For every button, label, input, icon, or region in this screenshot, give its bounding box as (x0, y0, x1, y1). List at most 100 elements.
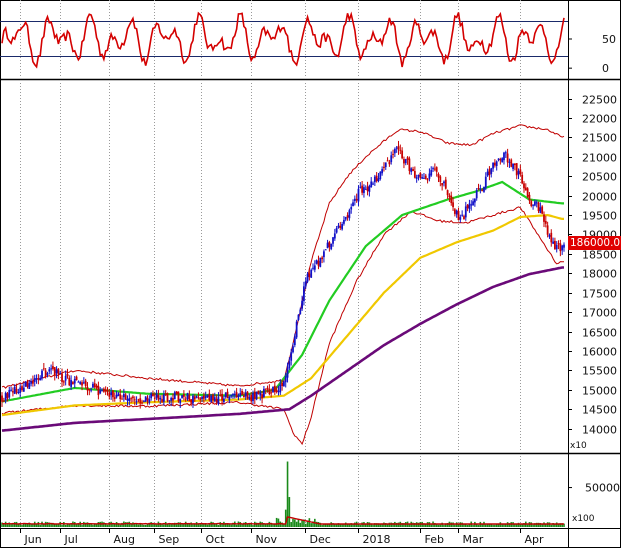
candle-body (290, 352, 293, 361)
candle-body (253, 391, 256, 399)
candle-body (332, 237, 334, 244)
month-label: Nov (256, 533, 278, 546)
candle-body (30, 381, 33, 384)
candle-body (501, 158, 504, 163)
candle-body (361, 185, 364, 193)
candle-body (546, 225, 549, 235)
candle-body (284, 376, 287, 383)
candle-body (373, 176, 376, 183)
candle-body (513, 163, 516, 166)
candle-body (179, 398, 182, 404)
candle-body (346, 215, 349, 218)
candle-body (273, 385, 276, 392)
price-tick-label: 20500 (582, 171, 617, 184)
candle-body (70, 380, 73, 387)
candle-body (55, 369, 58, 374)
candle-body (477, 188, 480, 190)
candle-body (255, 392, 258, 400)
candle-body (281, 382, 283, 386)
candle-body (481, 190, 484, 192)
candle-body (563, 244, 565, 248)
candle-body (395, 147, 398, 149)
candle-body (182, 394, 185, 397)
candle-body (448, 195, 451, 198)
candle-body (470, 204, 473, 206)
candle-body (33, 378, 36, 382)
candle-body (415, 177, 418, 179)
month-label: Apr (525, 533, 545, 546)
candle-body (515, 163, 518, 176)
candle-body (193, 396, 196, 400)
candle-body (430, 170, 433, 176)
candle-body (286, 367, 289, 378)
candle-body (135, 401, 138, 403)
candle-body (184, 398, 187, 400)
candle-body (441, 183, 444, 186)
candle-body (543, 214, 545, 222)
candle-body (421, 177, 424, 179)
price-tick-label: 21500 (582, 132, 617, 145)
candle-body (377, 178, 380, 182)
candle-body (237, 395, 240, 397)
candle-body (301, 300, 303, 309)
price-tick-label: 17500 (582, 288, 617, 301)
candle-body (455, 210, 458, 215)
candle-body (555, 244, 558, 250)
candle-body (324, 249, 327, 251)
candle-body (457, 210, 460, 221)
candle-body (250, 394, 253, 402)
candle-body (66, 373, 69, 377)
candle-body (197, 397, 200, 399)
candle-body (335, 228, 338, 233)
candle-body (215, 398, 218, 403)
candle-body (406, 157, 409, 160)
candle-body (104, 389, 107, 392)
candle-body (124, 394, 127, 400)
bollinger-lower (1, 206, 565, 446)
candle-body (475, 190, 478, 199)
candle-body (490, 168, 493, 174)
candle-body (50, 368, 53, 370)
candle-body (303, 286, 305, 302)
candle-body (293, 336, 296, 346)
candle-body (37, 378, 40, 380)
candle-body (530, 201, 533, 206)
candle-body (264, 388, 267, 390)
candle-body (239, 393, 242, 397)
last-price-label: 186000.0 (568, 236, 621, 250)
candle-body (552, 241, 554, 244)
candle-body (288, 361, 291, 369)
price-tick-label: 22500 (582, 94, 617, 107)
candle-body (177, 391, 180, 401)
price-tick-label: 15000 (582, 385, 617, 398)
candle-body (208, 393, 211, 400)
candle-body (313, 265, 316, 270)
candle-body (312, 267, 314, 269)
candle-body (413, 170, 416, 178)
candle-body (512, 163, 514, 169)
candle-body (173, 392, 176, 400)
candle-body (252, 392, 254, 402)
candle-body (133, 399, 136, 401)
ma-mid-line (1, 213, 564, 417)
candle-body (557, 243, 560, 245)
candle-body (19, 387, 22, 393)
candle-body (355, 198, 358, 201)
candle-body (90, 389, 93, 391)
candle-body (323, 251, 325, 258)
month-label: Jun (24, 533, 42, 546)
candle-body (372, 183, 374, 185)
candle-body (559, 243, 562, 252)
candle-body (348, 210, 351, 219)
candle-body (435, 167, 438, 172)
candle-body (344, 216, 347, 220)
candle-body (106, 390, 109, 392)
candle-body (423, 177, 425, 179)
candle-body (419, 173, 422, 178)
candle-body (52, 366, 54, 369)
candle-body (210, 395, 213, 402)
candle-body (2, 400, 5, 402)
candle-body (119, 394, 122, 400)
candle-body (381, 169, 384, 174)
price-tick-label: 18500 (582, 249, 617, 262)
